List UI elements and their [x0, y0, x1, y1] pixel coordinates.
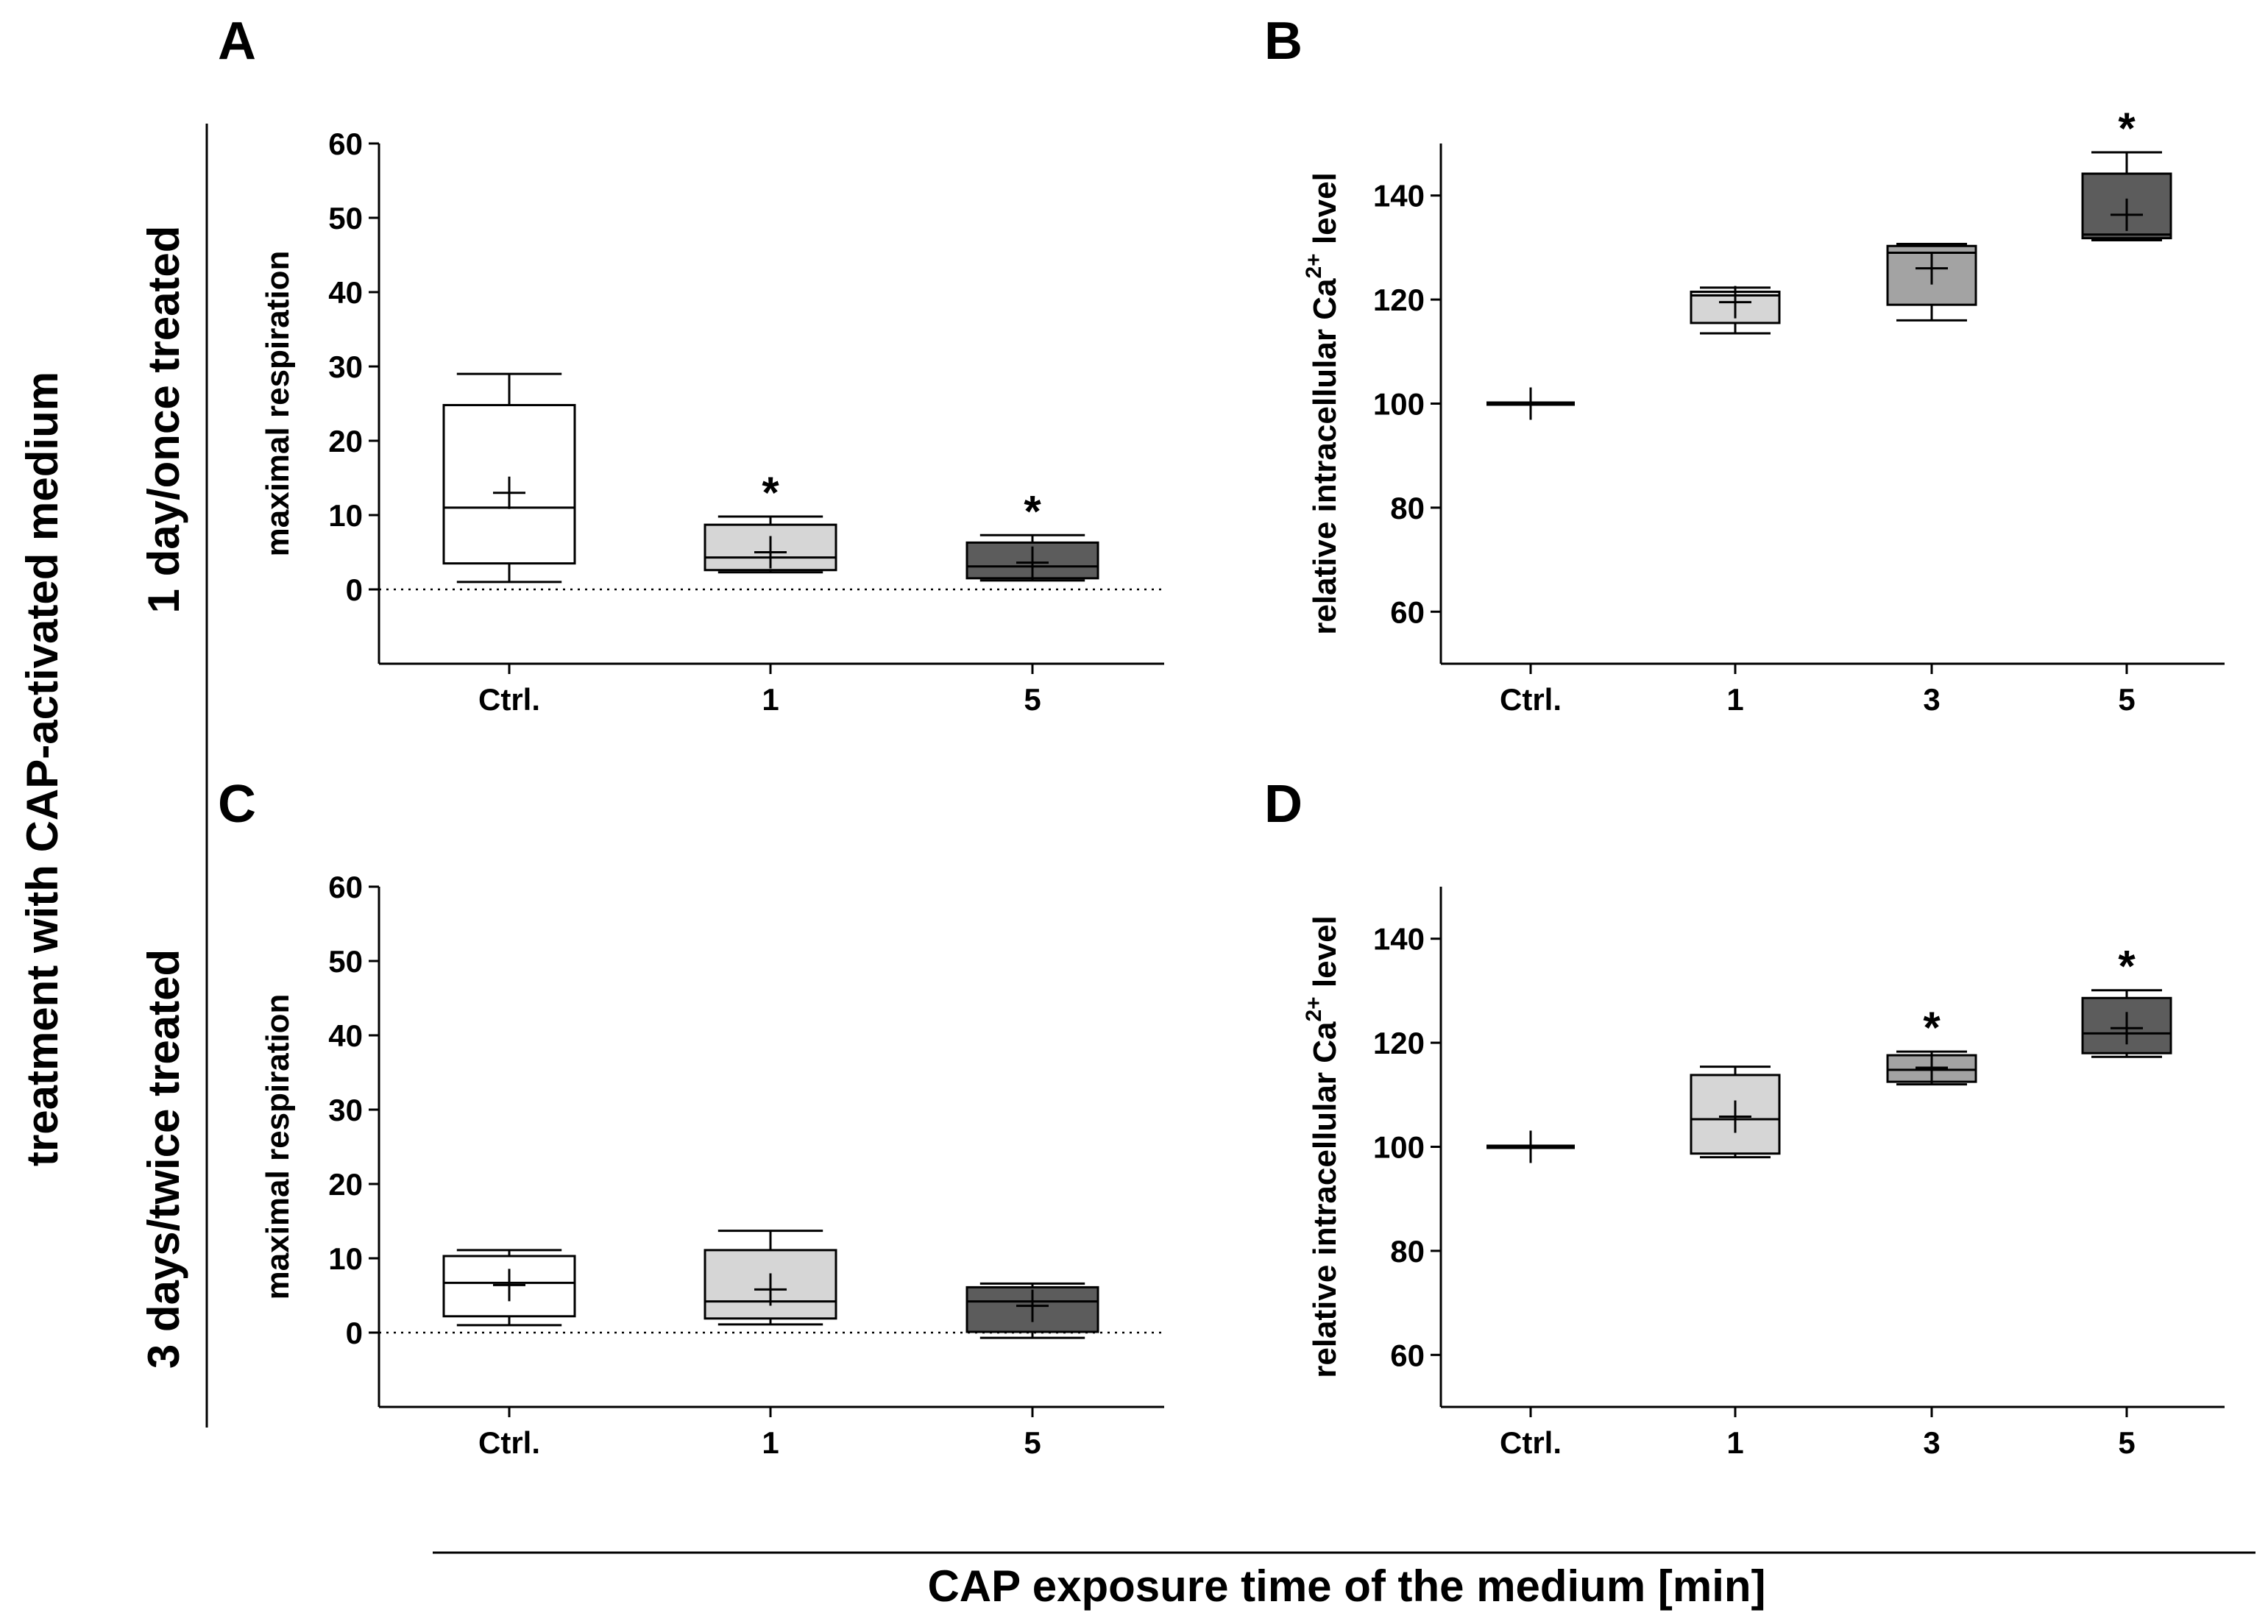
y-axis-label-text: relative intracellular Ca	[1307, 278, 1343, 635]
significance-asterisk: *	[2118, 104, 2136, 153]
box-1: 1	[1690, 1065, 1781, 1460]
y-tick-label: 80	[1390, 491, 1425, 525]
x-tick-label: 5	[2118, 682, 2135, 717]
y-tick-label: 100	[1373, 387, 1425, 422]
left-title: treatment with CAP-activated medium	[18, 372, 67, 1166]
y-tick-label: 10	[328, 1241, 363, 1276]
bottom-x-axis-label: CAP exposure time of the medium [min]	[927, 1561, 1765, 1611]
box-5: 5*	[965, 486, 1099, 717]
x-tick-label: Ctrl.	[1500, 1425, 1562, 1460]
y-axis-label-text: relative intracellular Ca	[1307, 1021, 1343, 1378]
box-1: 1	[704, 1230, 837, 1460]
box-3: 3*	[1886, 1003, 1977, 1460]
box-5: 5*	[2081, 104, 2172, 717]
box-ctrl: Ctrl.	[442, 1249, 576, 1460]
significance-asterisk: *	[1024, 486, 1041, 536]
x-tick-label: 3	[1923, 682, 1940, 717]
y-axis-label-text-end: level	[1307, 915, 1343, 996]
panel-letter-a: A	[218, 12, 256, 71]
y-tick-label: 20	[328, 1167, 363, 1202]
box-5: 5	[965, 1282, 1099, 1460]
y-tick-label: 30	[328, 1093, 363, 1127]
y-axis-label: relative intracellular Ca2+ level	[1302, 915, 1343, 1378]
y-axis-label-text-end: level	[1307, 172, 1343, 253]
panel-letter-d: D	[1264, 775, 1303, 834]
y-tick-label: 0	[346, 572, 363, 607]
y-axis-label: maximal respiration	[260, 251, 296, 557]
x-tick-label: Ctrl.	[478, 682, 540, 717]
y-tick-label: 0	[346, 1316, 363, 1350]
significance-asterisk: *	[762, 468, 779, 517]
x-tick-label: 1	[762, 682, 779, 717]
y-tick-label: 30	[328, 350, 363, 384]
y-tick-label: 50	[328, 944, 363, 979]
panel-d-chart: 60 80 100 120 140 relative intracellular Ca2+…	[1302, 887, 2225, 1460]
box-1: 1	[1690, 286, 1781, 717]
significance-asterisk: *	[1923, 1003, 1941, 1052]
y-tick-label: 60	[328, 127, 363, 161]
y-axis-label-superscript: 2+	[1302, 996, 1326, 1021]
significance-asterisk: *	[2118, 942, 2136, 991]
panel-b-chart: 60 80 100 120 140 relative intracellular Ca2+…	[1302, 104, 2225, 717]
row-label-bottom: 3 days/twice treated	[139, 949, 188, 1369]
x-tick-label: 5	[1024, 1425, 1041, 1460]
panel-letter-c: C	[218, 775, 256, 834]
box-ctrl: Ctrl.	[442, 372, 576, 717]
y-tick-label: 40	[328, 1018, 363, 1053]
y-axis-label: maximal respiration	[260, 994, 296, 1300]
y-tick-label: 100	[1373, 1130, 1425, 1165]
x-tick-label: 1	[1726, 1425, 1743, 1460]
x-tick-label: Ctrl.	[1500, 682, 1562, 717]
box-3: 3	[1886, 242, 1977, 717]
row-label-top: 1 day/once treated	[139, 226, 188, 614]
y-tick-label: 50	[328, 201, 363, 235]
panel-c-chart: 0 10 20 30 40 50 60 maximal respiration Ctrl. 1 5	[260, 870, 1164, 1460]
x-tick-label: 5	[1024, 682, 1041, 717]
x-tick-label: Ctrl.	[478, 1425, 540, 1460]
box-1: 1*	[704, 468, 837, 717]
y-tick-label: 60	[328, 870, 363, 904]
y-tick-label: 120	[1373, 283, 1425, 317]
x-tick-label: 3	[1923, 1425, 1940, 1460]
panel-letter-b: B	[1264, 12, 1303, 71]
y-tick-label: 40	[328, 275, 363, 310]
x-tick-label: 5	[2118, 1425, 2135, 1460]
y-tick-label: 60	[1390, 595, 1425, 629]
box-5: 5*	[2081, 942, 2172, 1460]
y-tick-label: 10	[328, 498, 363, 533]
y-tick-label: 140	[1373, 179, 1425, 213]
y-tick-label: 140	[1373, 922, 1425, 957]
x-tick-label: 1	[762, 1425, 779, 1460]
y-tick-label: 20	[328, 424, 363, 458]
box-ctrl: Ctrl.	[1486, 1130, 1575, 1460]
box-ctrl: Ctrl.	[1486, 387, 1575, 717]
y-tick-label: 80	[1390, 1234, 1425, 1269]
y-axis-label-superscript: 2+	[1302, 253, 1326, 278]
y-tick-label: 120	[1373, 1026, 1425, 1060]
x-tick-label: 1	[1726, 682, 1743, 717]
y-tick-label: 60	[1390, 1338, 1425, 1372]
y-axis-label: relative intracellular Ca2+ level	[1302, 172, 1343, 635]
